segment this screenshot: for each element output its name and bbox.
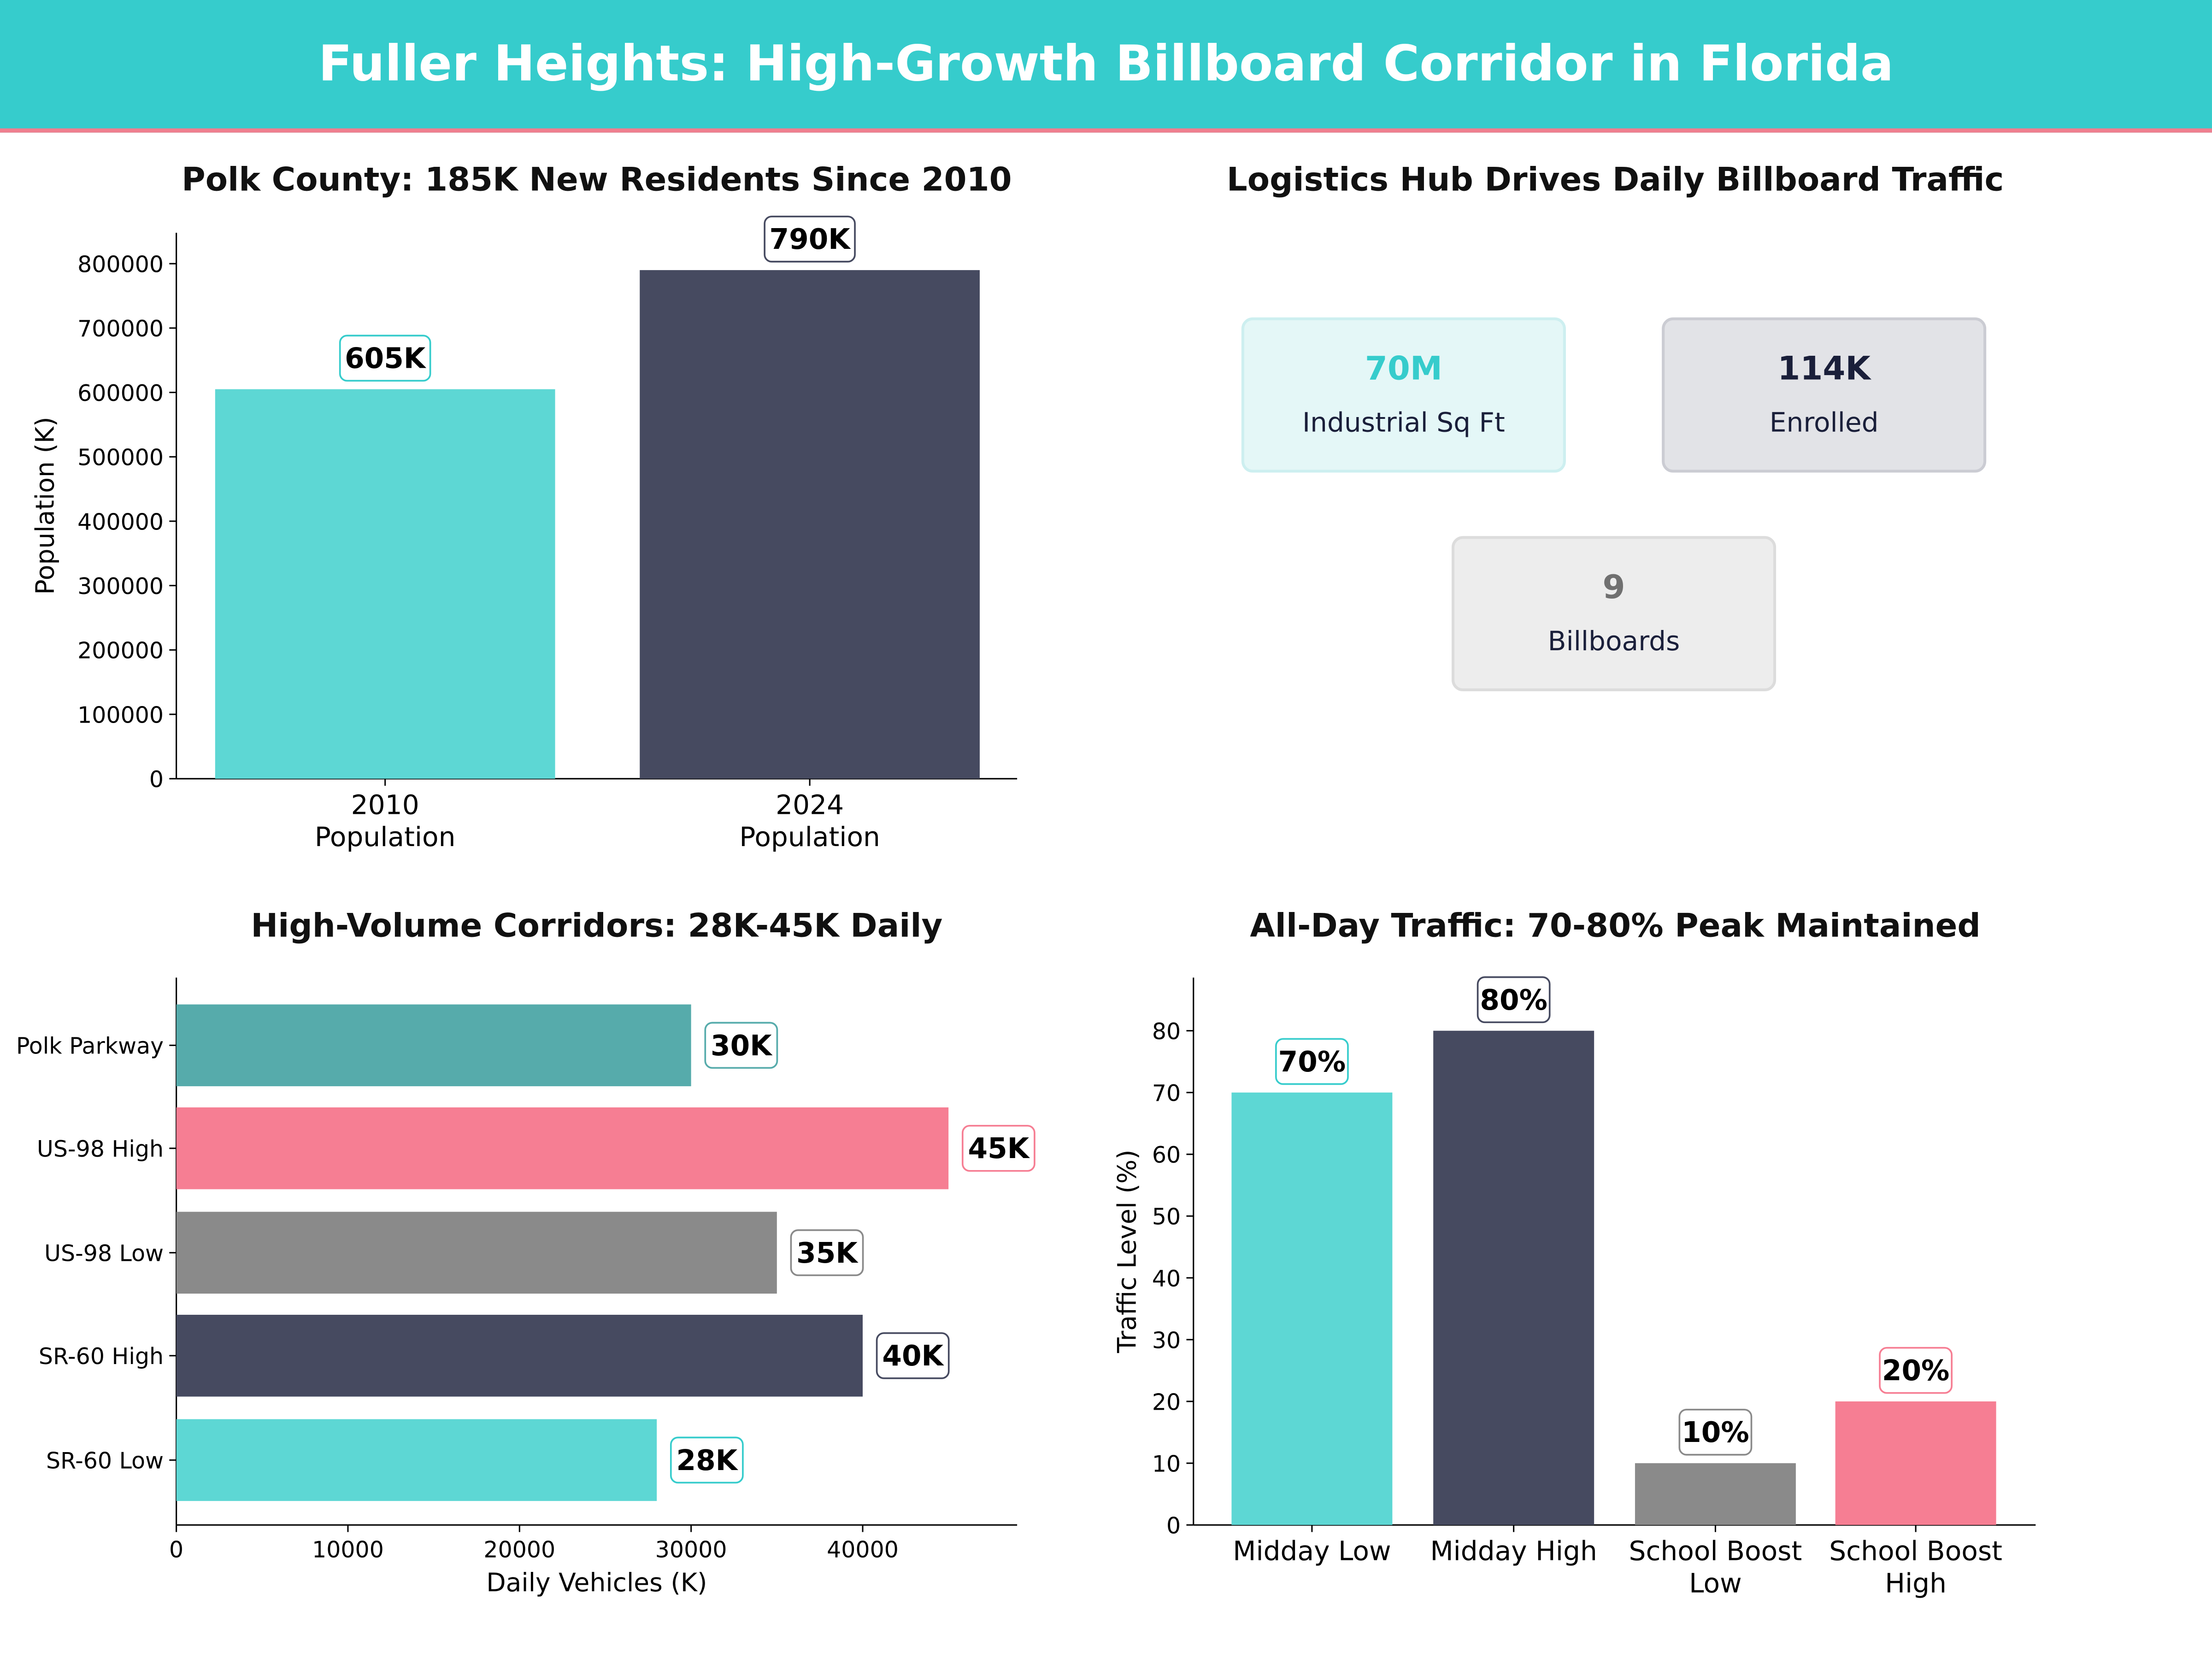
bar [215,389,555,779]
x-axis-label: Daily Vehicles (K) [486,1568,707,1597]
y-axis-label: Population (K) [30,417,59,594]
y-tick-label: 700000 [77,316,164,342]
y-tick-label: US-98 Low [44,1241,164,1267]
data-label: 30K [711,1030,773,1062]
kpi-card-industrial: 70M Industrial Sq Ft [1241,317,1566,473]
x-tick-label: 0 [169,1537,183,1563]
y-tick-label: 400000 [77,509,164,535]
data-label-box [790,1229,864,1277]
data-label: 28K [677,1444,739,1477]
y-tick-label: 10 [1152,1451,1181,1477]
y-tick-label: 70 [1152,1080,1181,1106]
bar [1231,1092,1393,1525]
header-banner: Fuller Heights: High-Growth Billboard Co… [0,0,2212,133]
x-tick-label: 20000 [483,1537,555,1563]
x-tick-label: School Boost High [1829,1535,2002,1599]
chart-title-population: Polk County: 185K New Residents Since 20… [182,162,1012,199]
bar [640,270,980,779]
kpi-label: Enrolled [1769,407,1879,439]
data-label: 10% [1682,1416,1749,1449]
data-label: 20% [1882,1354,1950,1387]
y-tick-label: 60 [1152,1142,1181,1168]
x-tick-label: 40000 [827,1537,899,1563]
chart-title-corridors: High-Volume Corridors: 28K-45K Daily [251,908,943,946]
kpi-label: Billboards [1547,626,1680,658]
y-tick-label: 600000 [77,380,164,406]
y-tick-label: 100000 [77,702,164,728]
y-tick-label: 500000 [77,445,164,471]
chart-title-traffic: All-Day Traffic: 70-80% Peak Maintained [1250,908,1981,946]
data-label-box [1477,976,1551,1024]
data-label: 790K [770,223,852,256]
data-label-box [339,335,431,382]
x-tick-label: Midday Low [1233,1535,1391,1567]
y-tick-label: 40 [1152,1265,1181,1292]
data-label-box [876,1332,950,1379]
kpi-label: Industrial Sq Ft [1302,407,1505,439]
y-tick-label: 800000 [77,252,164,278]
kpi-value: 70M [1365,351,1442,388]
y-tick-label: SR-60 Low [46,1448,164,1474]
data-label-box [1879,1347,1953,1394]
x-tick-label: 10000 [312,1537,384,1563]
data-label-box [670,1436,744,1484]
data-label: 70% [1278,1046,1346,1078]
y-tick-label: 0 [1166,1513,1181,1539]
y-tick-label: 50 [1152,1204,1181,1230]
bar [176,1419,657,1501]
kpi-card-enrolled: 114K Enrolled [1662,317,1987,473]
x-tick-label: Midday High [1430,1535,1597,1567]
y-tick-label: 0 [149,766,164,793]
kpi-value: 114K [1777,351,1871,388]
data-label: 45K [968,1132,1030,1165]
y-tick-label: 80 [1152,1018,1181,1045]
data-label-box [764,215,856,263]
data-label: 35K [796,1237,859,1270]
data-label: 40K [882,1340,944,1372]
bar [176,1315,863,1397]
page-title: Fuller Heights: High-Growth Billboard Co… [318,36,1894,93]
y-tick-label: Polk Parkway [16,1033,164,1059]
data-label-box [961,1125,1035,1172]
x-tick-label: 2024 Population [739,789,880,853]
bar [1433,1030,1594,1525]
y-tick-label: 20 [1152,1389,1181,1415]
data-label-box [704,1022,778,1069]
x-tick-label: School Boost Low [1629,1535,1802,1599]
y-tick-label: US-98 High [37,1136,164,1162]
data-label: 80% [1480,984,1547,1017]
y-tick-label: 300000 [77,573,164,600]
bar [1835,1401,1996,1525]
bar [176,1107,949,1189]
bar [176,1004,691,1087]
kpi-panel-title: Logistics Hub Drives Daily Billboard Tra… [1226,162,2004,199]
bar [1635,1463,1796,1525]
y-tick-label: SR-60 High [39,1343,164,1370]
y-axis-label: Traffic Level (%) [1112,1150,1141,1353]
x-tick-label: 2010 Population [315,789,456,853]
data-label-box [1275,1038,1349,1085]
bar [176,1212,777,1294]
y-tick-label: 200000 [77,638,164,664]
kpi-value: 9 [1602,570,1625,607]
kpi-card-billboards: 9 Billboards [1451,536,1777,691]
data-label-box [1678,1408,1753,1456]
x-tick-label: 30000 [655,1537,727,1563]
y-tick-label: 30 [1152,1327,1181,1353]
data-label: 605K [345,342,427,375]
